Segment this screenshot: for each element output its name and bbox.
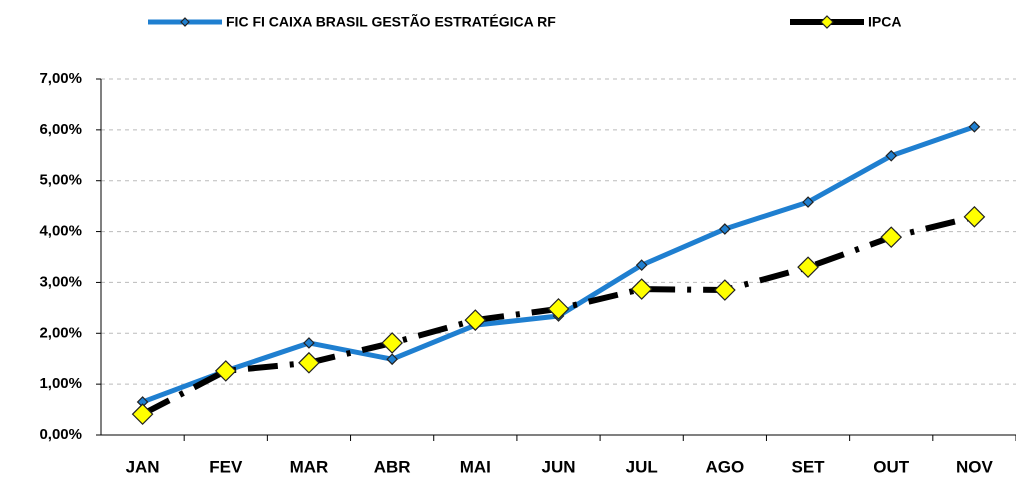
- x-tick-label: NOV: [956, 457, 994, 476]
- x-tick-label: AGO: [705, 457, 744, 476]
- y-tick-label: 6,00%: [39, 121, 82, 138]
- marker: [386, 353, 398, 366]
- marker: [880, 226, 903, 249]
- x-tick-label: SET: [792, 457, 826, 476]
- marker: [214, 360, 237, 382]
- x-tick-label: MAI: [460, 457, 491, 476]
- marker: [968, 120, 981, 133]
- marker: [630, 278, 653, 300]
- marker: [719, 223, 731, 235]
- y-tick-label: 1,00%: [39, 375, 82, 392]
- marker: [714, 279, 736, 301]
- x-tick-label: FEV: [209, 457, 243, 476]
- y-tick-label: 4,00%: [39, 223, 82, 240]
- y-tick-label: 0,00%: [39, 426, 82, 443]
- y-tick-label: 5,00%: [39, 172, 82, 189]
- y-tick-label: 3,00%: [39, 273, 82, 290]
- x-tick-label: JAN: [126, 457, 160, 476]
- x-tick-label: OUT: [873, 457, 910, 476]
- line: [141, 124, 976, 405]
- marker: [547, 298, 570, 320]
- x-tick-label: MAR: [290, 457, 329, 476]
- marker: [885, 149, 898, 162]
- marker: [464, 309, 487, 331]
- x-tick-label: ABR: [374, 457, 411, 476]
- x-tick-label: JUL: [626, 457, 658, 476]
- legend-label: FIC FI CAIXA BRASIL GESTÃO ESTRATÉGICA R…: [226, 13, 556, 30]
- y-tick-label: 2,00%: [39, 324, 82, 341]
- legend-marker: [180, 17, 190, 27]
- legend-label: IPCA: [868, 14, 901, 30]
- x-tick-label: JUN: [541, 457, 575, 476]
- y-tick-label: 7,00%: [39, 70, 82, 87]
- marker: [298, 351, 320, 374]
- marker: [963, 205, 986, 228]
- marker: [381, 332, 403, 354]
- marker: [635, 259, 648, 271]
- marker: [303, 337, 315, 349]
- marker: [131, 403, 154, 425]
- marker: [802, 196, 814, 208]
- legend-marker: [820, 15, 834, 29]
- marker: [797, 256, 819, 279]
